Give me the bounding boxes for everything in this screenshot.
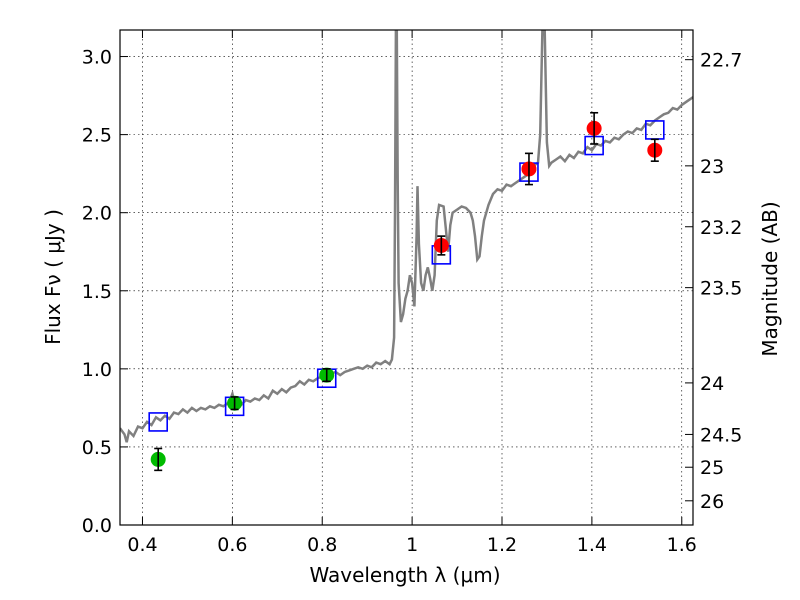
y-tick-label: 2.5 xyxy=(82,125,112,147)
x-tick-label: 1.2 xyxy=(487,534,517,556)
x-tick-label: 1 xyxy=(406,534,418,556)
plot-frame xyxy=(119,29,694,526)
model-markers xyxy=(148,120,665,432)
x-tick-label: 1.6 xyxy=(667,534,697,556)
grid xyxy=(120,30,693,526)
y-axis-label: Flux Fν ( μJy ) xyxy=(41,209,65,345)
x-tick-label: 0.4 xyxy=(127,534,157,556)
y2-tick-label: 25 xyxy=(700,457,724,479)
observed-points xyxy=(150,111,663,472)
x-axis: 0.4 0.6 0.8 1 1.2 1.4 1.6 xyxy=(127,30,697,556)
y2-tick-label: 22.7 xyxy=(700,50,742,72)
y-tick-label: 2.0 xyxy=(82,203,112,225)
y-tick-label: 1.0 xyxy=(82,359,112,381)
x-tick-label: 1.4 xyxy=(577,534,607,556)
spectrum-line xyxy=(120,30,693,443)
y-tick-label: 0.5 xyxy=(82,437,112,459)
y2-tick-label: 26 xyxy=(700,491,724,513)
y-tick-label: 1.5 xyxy=(82,281,112,303)
plot-area xyxy=(120,30,693,472)
y2-axis-label: Magnitude (AB) xyxy=(758,201,782,356)
y-axis-right: 22.7 23 23.2 23.5 24 24.5 25 26 xyxy=(685,50,742,513)
model-square xyxy=(148,412,168,432)
y-tick-label: 3.0 xyxy=(82,47,112,69)
y2-tick-label: 24 xyxy=(700,373,724,395)
x-axis-label: Wavelength λ (μm) xyxy=(309,563,500,587)
y-axis-left: 0.0 0.5 1.0 1.5 2.0 2.5 3.0 xyxy=(82,47,128,537)
y2-tick-label: 23 xyxy=(700,156,724,178)
y2-tick-label: 24.5 xyxy=(700,424,742,446)
y-tick-label: 0.0 xyxy=(82,515,112,537)
x-tick-label: 0.8 xyxy=(307,534,337,556)
y2-tick-label: 23.2 xyxy=(700,217,742,239)
x-tick-label: 0.6 xyxy=(217,534,247,556)
y2-tick-label: 23.5 xyxy=(700,278,742,300)
